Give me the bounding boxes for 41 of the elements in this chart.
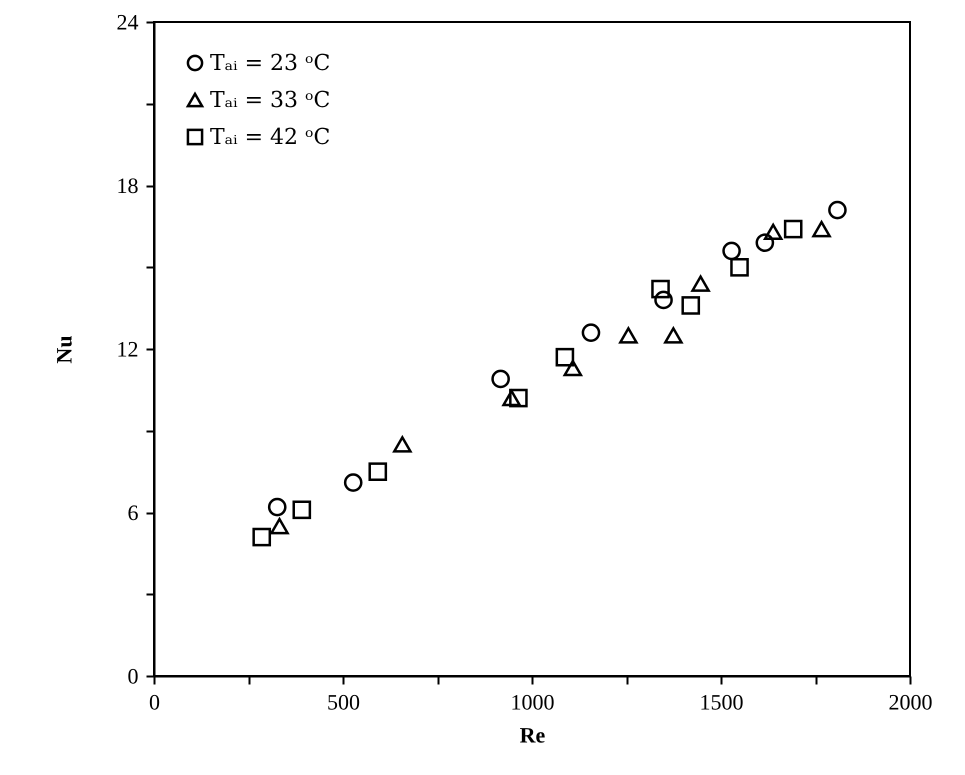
point (268, 498, 287, 516)
point (491, 370, 510, 388)
point (292, 500, 312, 520)
point (730, 258, 749, 277)
point (764, 224, 782, 240)
y-tick-label: 18 (116, 173, 138, 198)
point (828, 200, 847, 220)
legend-label: Tₐᵢ = 33 ᵒC (210, 88, 330, 113)
point (756, 233, 774, 252)
point (664, 327, 683, 344)
x-tick-label: 2000 (888, 690, 932, 714)
point (691, 275, 710, 292)
point (651, 280, 670, 298)
point (582, 323, 600, 342)
point (564, 360, 582, 376)
y-tick-label: 12 (116, 336, 138, 362)
point (270, 518, 289, 534)
point (681, 296, 700, 315)
x-tick-label: 0 (149, 690, 160, 714)
x-axis-title: Re (520, 722, 546, 748)
x-tick-label: 500 (327, 690, 360, 714)
point (344, 473, 363, 492)
point (509, 388, 528, 408)
point (784, 220, 803, 238)
point (368, 462, 388, 481)
point (654, 290, 673, 310)
legend-label: Tₐᵢ = 23 ᵒC (210, 51, 330, 76)
point (252, 528, 272, 546)
x-tick-label: 1000 (510, 690, 554, 714)
y-tick-label: 6 (128, 500, 138, 525)
x-tick-label: 1500 (700, 690, 744, 714)
point (722, 242, 741, 260)
point (812, 220, 831, 238)
point (502, 390, 521, 406)
y-tick-label: 24 (116, 10, 138, 34)
point (393, 436, 412, 453)
point (556, 348, 574, 366)
point (619, 327, 638, 344)
legend-label: Tₐᵢ = 42 ᵒC (210, 125, 330, 150)
y-axis-title: Nu (52, 335, 76, 364)
y-tick-label: 0 (128, 664, 138, 688)
